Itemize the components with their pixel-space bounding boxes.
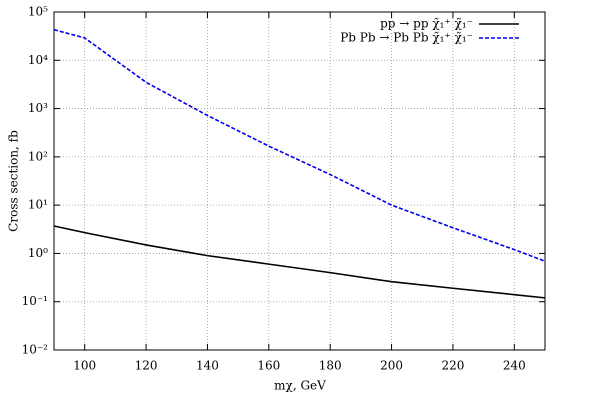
y-tick-label: 10⁻² bbox=[22, 343, 49, 357]
x-tick-label: 120 bbox=[135, 359, 158, 373]
series-line bbox=[53, 225, 546, 299]
y-tick-label: 10⁴ bbox=[28, 53, 48, 67]
y-tick-label: 10² bbox=[28, 149, 48, 163]
y-tick-label: 10⁻¹ bbox=[22, 294, 48, 308]
x-tick-label: 240 bbox=[503, 359, 526, 373]
x-tick-label: 140 bbox=[196, 359, 219, 373]
x-tick-label: 160 bbox=[257, 359, 280, 373]
x-tick-label: 100 bbox=[73, 359, 96, 373]
x-tick-label: 200 bbox=[380, 359, 403, 373]
y-axis-label: Cross section, fb bbox=[7, 130, 21, 232]
series-line bbox=[53, 28, 546, 262]
y-tick-label: 10⁰ bbox=[28, 246, 48, 260]
y-tick-label: 10⁵ bbox=[28, 5, 48, 19]
y-tick-label: 10³ bbox=[28, 101, 48, 115]
legend-label: pp → pp χ̃₁⁺ χ̃₁⁻ bbox=[380, 17, 473, 31]
x-tick-label: 220 bbox=[441, 359, 464, 373]
x-axis-label: mχ, GeV bbox=[274, 379, 326, 393]
y-tick-label: 10¹ bbox=[28, 198, 48, 212]
x-tick-label: 180 bbox=[319, 359, 342, 373]
legend-label: Pb Pb → Pb Pb χ̃₁⁺ χ̃₁⁻ bbox=[340, 31, 473, 45]
plot-frame bbox=[53, 11, 546, 351]
